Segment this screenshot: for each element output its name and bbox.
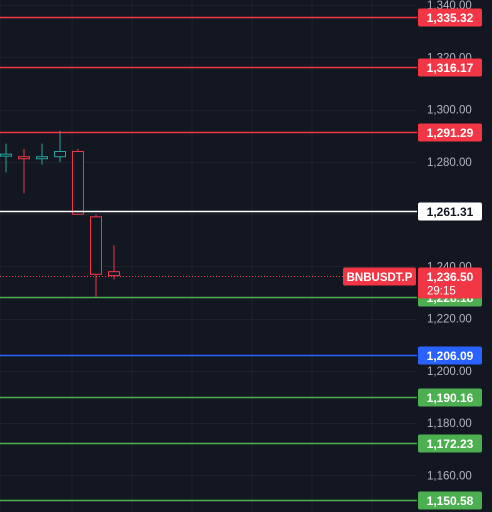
- level-price-badge: [418, 491, 482, 510]
- candle-body: [108, 271, 120, 277]
- level-price-badge: [418, 58, 482, 77]
- price-scale[interactable]: 1,340.001,320.001,300.001,280.001,240.00…: [418, 0, 492, 512]
- symbol-tag: [343, 267, 416, 286]
- candle-body: [54, 151, 66, 158]
- level-price-badge: [418, 434, 482, 453]
- price-tick-label: 1,280.00: [427, 157, 472, 169]
- current-price-label: 1,236.50: [427, 270, 474, 284]
- price-tick-label: 1,220.00: [427, 314, 472, 326]
- candle-body: [36, 156, 48, 160]
- current-price-badge: [418, 267, 482, 299]
- level-price-label: 1,206.09: [427, 349, 474, 363]
- price-tick-label: 1,300.00: [427, 105, 472, 117]
- level-price-label: 1,150.58: [427, 494, 474, 508]
- candle-body: [0, 153, 12, 157]
- level-price-label: 1,335.32: [427, 11, 474, 25]
- level-price-badge: [418, 346, 482, 365]
- grid-lines: [0, 0, 417, 512]
- candle-body: [72, 151, 84, 215]
- candles-layer: [0, 130, 120, 298]
- price-tick-label: 1,200.00: [427, 366, 472, 378]
- level-price-label: 1,172.23: [427, 437, 474, 451]
- symbol-label: BNBUSDT.P: [347, 272, 413, 284]
- candle-body: [90, 216, 102, 275]
- price-scale-background: [418, 0, 492, 512]
- level-price-label: 1,316.17: [427, 61, 474, 75]
- level-price-label: 1,291.29: [427, 126, 474, 140]
- level-price-badge: [418, 123, 482, 142]
- candle-body: [18, 156, 30, 160]
- candle-countdown: 29:15: [427, 286, 456, 298]
- level-price-badge: [418, 388, 482, 407]
- level-price-label: 1,190.16: [427, 391, 474, 405]
- current-price-layer: BNBUSDT.P 1,236.50 29:15: [0, 267, 482, 299]
- level-price-badge: [418, 8, 482, 27]
- price-tick-label: 1,160.00: [427, 470, 472, 482]
- level-price-label: 1,261.31: [427, 205, 474, 219]
- level-price-badge: [418, 202, 482, 221]
- price-tick-label: 1,180.00: [427, 418, 472, 430]
